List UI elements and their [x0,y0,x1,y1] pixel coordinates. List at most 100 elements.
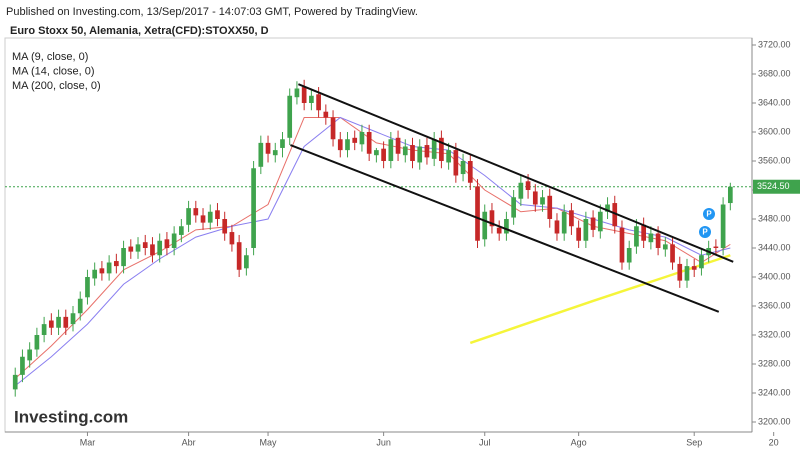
y-tick-label: 3240.00 [758,387,791,397]
candle-body [496,227,502,234]
candle-body [157,240,163,256]
candle-body [63,316,69,328]
candle-body [222,219,228,234]
x-tick-label: Sep [686,437,702,447]
candle-body [402,146,408,156]
candle-body [713,246,719,248]
candle-body [641,224,646,241]
candle-body [56,316,61,328]
candle-body [85,277,90,298]
ma-line [14,117,731,379]
candle-body [70,313,76,325]
candle-body [164,239,170,248]
candle-body [330,117,336,140]
candle-body [431,139,437,159]
candle-body [381,148,386,161]
candle-body [699,255,704,269]
candle-body [662,244,668,250]
trend-line [297,83,734,263]
candle-body [251,168,256,248]
candle-body [272,150,278,156]
candle-body [540,197,545,205]
candle-body [345,139,350,151]
chart-title: Euro Stoxx 50, Alemania, Xetra(CFD):STOX… [10,25,269,37]
x-tick-label: Jul [479,437,491,447]
y-tick-label: 3360.00 [758,300,791,310]
y-tick-label: 3640.00 [758,97,791,107]
candle-body [244,255,249,269]
candle-body [150,244,155,256]
p-marker: P [703,208,715,220]
legend-label: MA (200, close, 0) [12,80,101,92]
candle-body [532,191,538,205]
p-marker: P [699,226,711,238]
candle-body [193,208,199,216]
logo: Investing.com [14,407,128,426]
candle-body [48,320,54,328]
candle-body [525,181,531,190]
candle-body [301,87,307,103]
candle-body [77,298,83,314]
candle-body [583,219,589,241]
candle-body [691,266,697,270]
candle-body [200,215,206,223]
candle-body [417,146,423,163]
y-tick-label: 3560.00 [758,155,791,165]
candle-body [258,142,264,167]
candle-body [489,210,495,227]
candle-body [547,195,553,219]
candle-body [186,208,191,225]
y-tick-label: 3600.00 [758,126,791,136]
trend-line [290,144,720,313]
last-price-box [753,179,800,194]
candle-body [395,137,401,154]
candle-body [590,217,596,230]
x-tick-label: Ago [571,437,587,447]
candle-body [424,145,430,158]
candle-body [684,266,690,281]
candle-body [655,233,661,248]
candle-body [99,268,105,274]
candle-body [446,150,451,163]
legend-label: MA (9, close, 0) [12,51,88,63]
x-tick-label: Abr [182,437,196,447]
candle-body [280,139,285,148]
candle-body [554,220,560,234]
candle-body [366,132,372,154]
candle-body [648,233,654,243]
candle-body [121,248,126,267]
candle-body [720,204,726,248]
legend-label: MA (14, close, 0) [12,65,95,77]
candle-body [92,269,98,279]
candle-body [561,211,567,234]
ma-line [14,116,731,387]
candle-body [460,161,466,175]
candle-body [294,88,300,98]
candle-body [20,356,25,375]
candle-body [467,161,473,183]
x-tick-label: May [260,437,278,447]
candle-body [171,233,177,248]
candle-body [287,95,293,138]
candle-body [605,204,610,212]
candle-body [727,186,733,204]
y-tick-label: 3680.00 [758,68,791,78]
candle-body [576,227,581,241]
candle-body [352,137,358,143]
candle-body [612,203,618,227]
x-tick-label: 20 [769,437,779,447]
candle-body [309,95,314,103]
candle-body [207,211,213,223]
candle-body [626,248,632,263]
candle-body [453,150,459,176]
candle-body [135,244,141,252]
ma-line [469,254,731,345]
y-tick-label: 3320.00 [758,329,791,339]
candle-body [670,244,675,263]
candle-body [511,197,516,218]
candle-body [265,142,271,154]
candle-body [236,242,242,270]
candle-body [12,374,18,390]
candle-body [439,137,444,161]
